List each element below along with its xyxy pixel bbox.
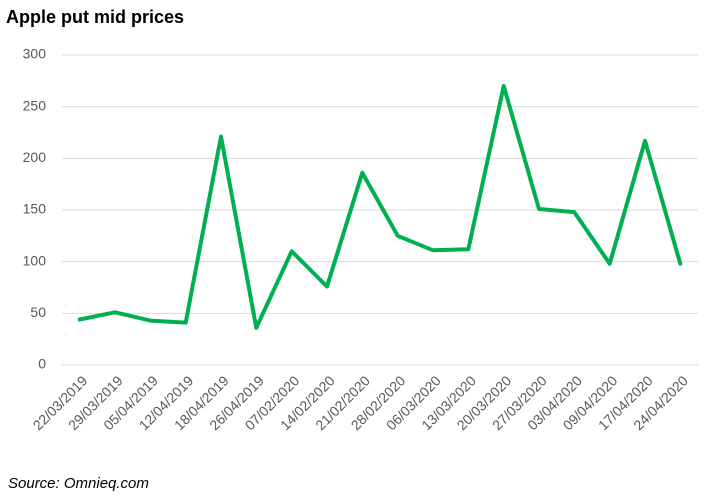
- y-tick-label: 100: [23, 252, 47, 268]
- source-note: Source: Omnieq.com: [8, 475, 149, 492]
- y-tick-label: 50: [30, 304, 46, 320]
- y-tick-label: 0: [38, 356, 46, 372]
- y-tick-label: 250: [23, 97, 47, 113]
- y-tick-label: 300: [23, 46, 47, 62]
- y-tick-label: 150: [23, 201, 47, 217]
- y-tick-label: 200: [23, 149, 47, 165]
- chart-title: Apple put mid prices: [6, 7, 184, 27]
- data-line: [77, 84, 683, 330]
